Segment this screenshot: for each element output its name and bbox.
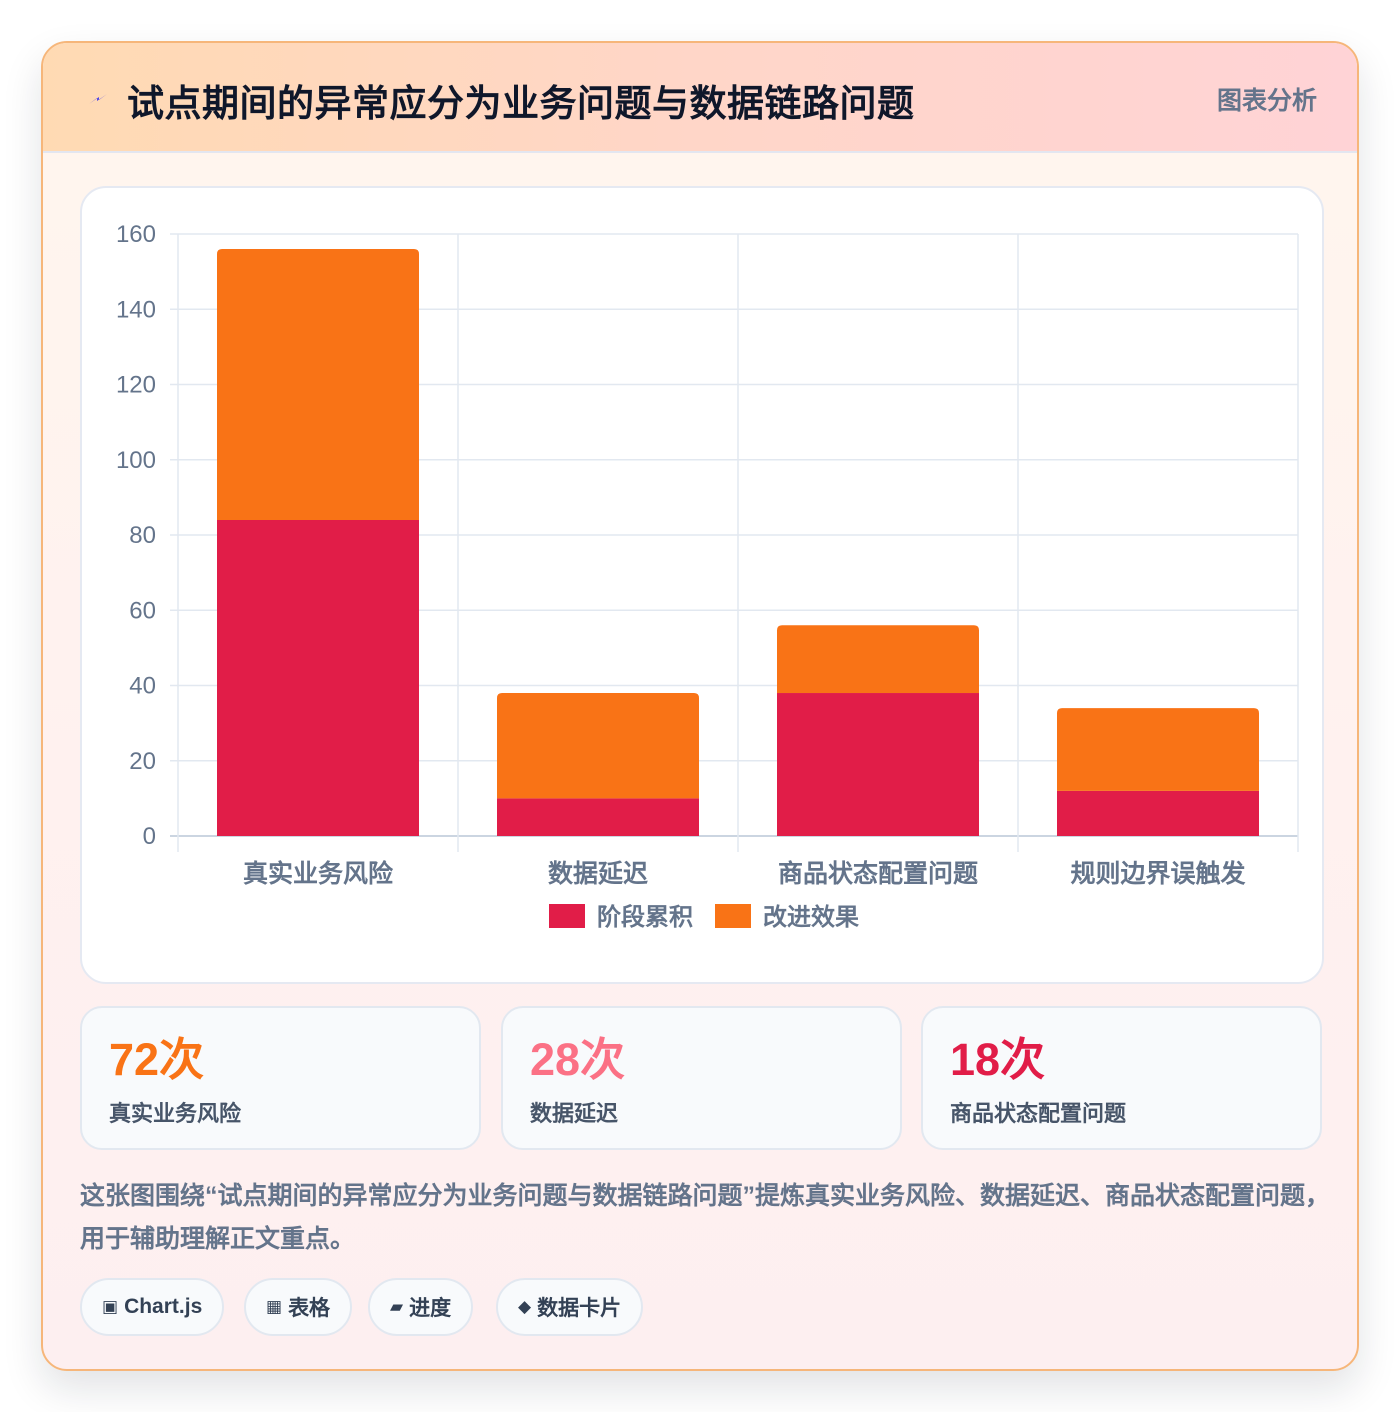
lightning-icon bbox=[89, 94, 107, 104]
x-tick-label: 真实业务风险 bbox=[243, 859, 394, 888]
y-tick-label: 20 bbox=[129, 748, 156, 775]
tag-label: Chart.js bbox=[124, 1295, 203, 1318]
stacked-bar-chart: 0 20 40 60 80 100 120 140 160 真实业务风险 数据延迟 商品状态配置问题 规… bbox=[116, 221, 1299, 931]
chart-container: 0 20 40 60 80 100 120 140 160 真实业务风险 数据延迟 商品状态配置问题 规… bbox=[80, 186, 1324, 984]
chart-card: 试点期间的异常应分为业务问题与数据链路问题 图表分析 0 20 40 60 80 100 1… bbox=[41, 41, 1359, 1371]
stat-card: 18次 商品状态配置问题 bbox=[921, 1006, 1322, 1150]
stat-value: 28次 bbox=[530, 1034, 626, 1085]
legend-swatch bbox=[715, 904, 751, 928]
y-tick-label: 140 bbox=[116, 296, 156, 323]
stat-label: 真实业务风险 bbox=[109, 1101, 242, 1126]
stat-label: 商品状态配置问题 bbox=[950, 1101, 1127, 1126]
tag-label: 表格 bbox=[288, 1297, 331, 1320]
y-tick-label: 160 bbox=[116, 221, 156, 248]
y-tick-label: 100 bbox=[116, 447, 156, 474]
legend-label: 改进效果 bbox=[763, 903, 859, 931]
y-tick-label: 60 bbox=[129, 597, 156, 624]
progress-icon: ▰ bbox=[390, 1297, 404, 1316]
tag-table[interactable]: ▦ 表格 bbox=[244, 1278, 353, 1336]
y-tick-label: 80 bbox=[129, 522, 156, 549]
stat-cards: 72次 真实业务风险 28次 数据延迟 18次 商品状态配置问题 bbox=[80, 1006, 1324, 1150]
bar-segment bbox=[497, 798, 699, 836]
stat-label: 数据延迟 bbox=[530, 1101, 619, 1126]
y-tick-label: 40 bbox=[129, 673, 156, 700]
bar-segment bbox=[217, 249, 419, 520]
tag-chartjs[interactable]: ▣ Chart.js bbox=[80, 1278, 225, 1336]
x-tick-label: 数据延迟 bbox=[548, 860, 648, 888]
tag-label: 数据卡片 bbox=[537, 1297, 622, 1320]
x-tick-label: 规则边界误触发 bbox=[1070, 859, 1245, 888]
tag-data-card[interactable]: ◆ 数据卡片 bbox=[496, 1278, 644, 1336]
bar-segment bbox=[777, 625, 979, 694]
chart-icon: ▣ bbox=[102, 1297, 119, 1316]
bar-segment bbox=[217, 519, 419, 836]
x-tick-label: 商品状态配置问题 bbox=[778, 859, 978, 888]
tag-progress[interactable]: ▰ 进度 bbox=[368, 1278, 474, 1336]
stat-value: 72次 bbox=[109, 1034, 205, 1085]
page-title: 试点期间的异常应分为业务问题与数据链路问题 bbox=[127, 83, 915, 124]
chart-description: 这张图围绕“试点期间的异常应分为业务问题与数据链路问题”提炼真实业务风险、数据延… bbox=[80, 1182, 1331, 1253]
chart-analysis-label: 图表分析 bbox=[1216, 87, 1317, 115]
y-tick-label: 0 bbox=[143, 823, 156, 850]
legend-label: 阶段累积 bbox=[597, 903, 693, 931]
stat-card: 28次 数据延迟 bbox=[501, 1006, 902, 1150]
data-card-icon: ◆ bbox=[518, 1297, 532, 1316]
tag-label: 进度 bbox=[409, 1297, 452, 1320]
bar-segment bbox=[497, 693, 699, 799]
y-tick-label: 120 bbox=[116, 372, 156, 399]
legend-swatch bbox=[549, 904, 585, 928]
bar-segment bbox=[1057, 708, 1259, 791]
stat-value: 18次 bbox=[950, 1034, 1046, 1085]
table-icon: ▦ bbox=[266, 1297, 283, 1316]
stat-card: 72次 真实业务风险 bbox=[80, 1006, 481, 1150]
card-header: 试点期间的异常应分为业务问题与数据链路问题 图表分析 bbox=[43, 43, 1357, 153]
bar-segment bbox=[777, 693, 979, 836]
bar-segment bbox=[1057, 790, 1259, 836]
